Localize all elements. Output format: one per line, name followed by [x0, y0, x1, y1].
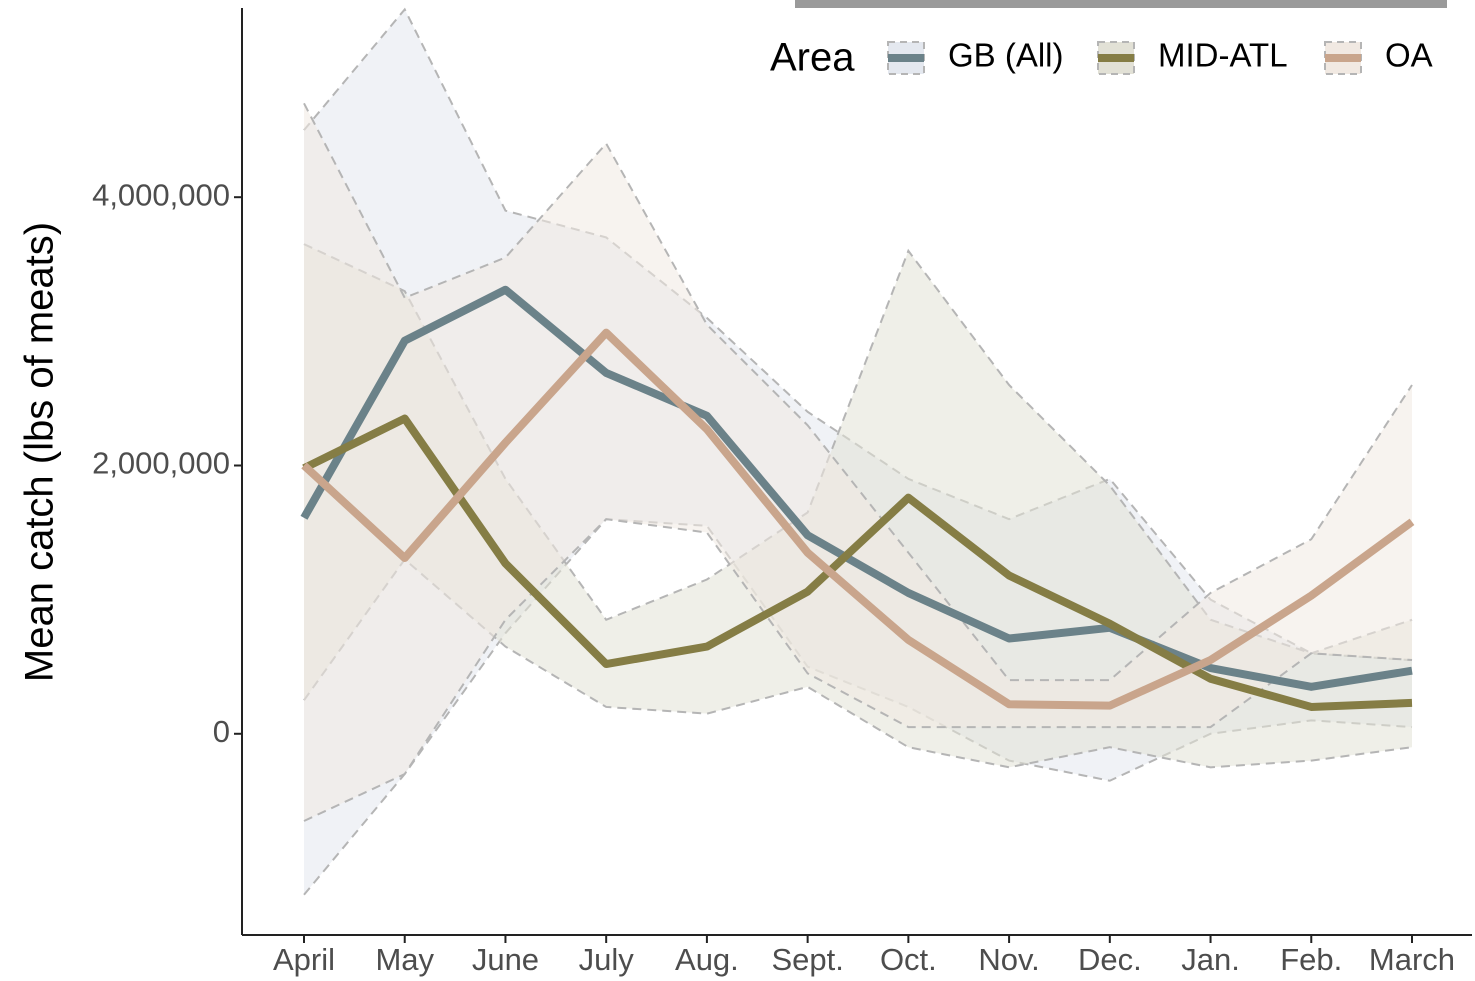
band-edge: [303, 557, 1413, 769]
x-tick-label: July: [579, 942, 635, 977]
series-line: [300, 285, 1413, 691]
legend-label: GB (All): [948, 37, 1064, 74]
x-tick-label: Nov.: [978, 942, 1039, 977]
y-axis-title: Mean catch (lbs of meats): [18, 222, 62, 682]
series-line: [301, 328, 1415, 710]
y-tick-label: 4,000,000: [92, 177, 230, 212]
x-tick-label: June: [472, 942, 539, 977]
x-tick-label: May: [375, 942, 434, 977]
x-tick-label: Sept.: [771, 942, 843, 977]
x-tick-label: Oct.: [880, 942, 937, 977]
x-tick-label: Aug.: [675, 942, 739, 977]
x-tick-label: Jan.: [1181, 942, 1240, 977]
y-tick-label: 0: [213, 714, 230, 749]
cropped-image-edge: [795, 0, 1447, 8]
legend-title: Area: [770, 36, 855, 80]
x-tick-label: Feb.: [1280, 942, 1342, 977]
legend-label: MID-ATL: [1158, 37, 1288, 74]
x-tick-label: Dec.: [1078, 942, 1142, 977]
y-tick-label: 2,000,000: [92, 446, 230, 481]
confidence-band: [304, 103, 1412, 821]
band-edge: [303, 518, 1413, 822]
x-tick-label: March: [1369, 942, 1455, 977]
legend-label: OA: [1385, 37, 1433, 74]
x-tick-label: April: [273, 942, 335, 977]
series-line: [302, 414, 1413, 711]
